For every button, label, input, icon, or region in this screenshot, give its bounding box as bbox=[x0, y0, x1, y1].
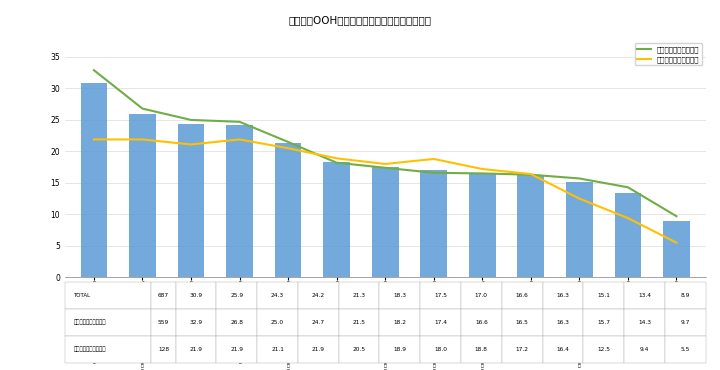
Legend: コロナ禁以前（有り）, コロナ禁以前（無し）: コロナ禁以前（有り）, コロナ禁以前（無し） bbox=[634, 43, 702, 65]
Bar bbox=[129, 114, 156, 277]
Bar bbox=[178, 124, 204, 277]
Bar bbox=[469, 173, 495, 277]
Text: ＜デジタOOH広告を購入した・購入する理由＞: ＜デジタOOH広告を購入した・購入する理由＞ bbox=[289, 15, 431, 25]
Bar bbox=[518, 175, 544, 277]
Bar bbox=[323, 162, 350, 277]
Bar bbox=[566, 182, 593, 277]
Bar bbox=[615, 193, 642, 277]
Bar bbox=[81, 83, 107, 277]
Bar bbox=[226, 125, 253, 277]
Bar bbox=[420, 170, 447, 277]
Bar bbox=[275, 143, 302, 277]
Bar bbox=[663, 221, 690, 277]
Bar bbox=[372, 167, 399, 277]
